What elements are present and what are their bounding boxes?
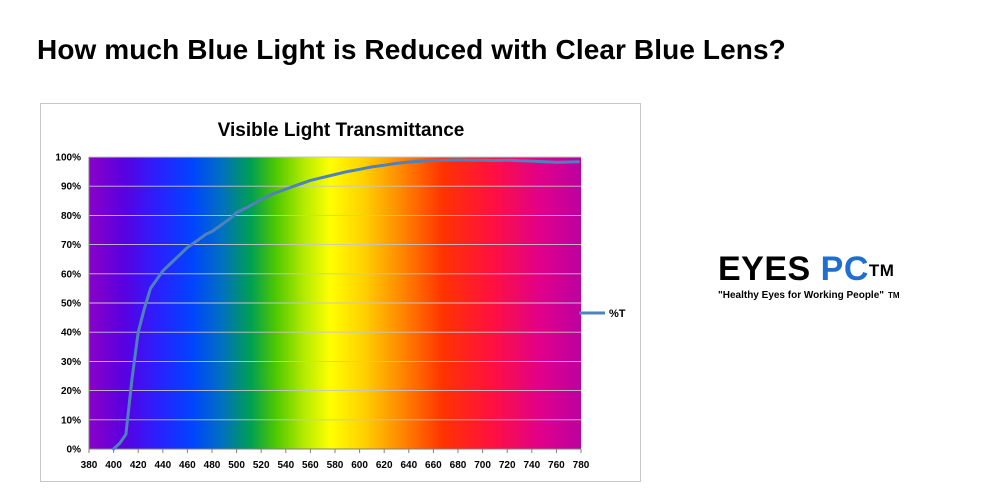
y-tick-label: 100% bbox=[55, 153, 81, 164]
x-tick-label: 400 bbox=[105, 460, 122, 471]
y-tick-label: 50% bbox=[61, 299, 81, 310]
logo-tagline-line: "Healthy Eyes for Working People" TM bbox=[718, 290, 938, 301]
y-tick-label: 60% bbox=[61, 269, 81, 280]
legend-label: %T bbox=[609, 308, 626, 320]
x-tick-label: 680 bbox=[450, 460, 467, 471]
x-tick-label: 580 bbox=[327, 460, 344, 471]
y-tick-label: 10% bbox=[61, 415, 81, 426]
x-tick-label: 780 bbox=[573, 460, 590, 471]
legend: %T bbox=[579, 308, 626, 320]
x-tick-label: 740 bbox=[523, 460, 540, 471]
x-tick-label: 600 bbox=[351, 460, 368, 471]
x-tick-labels: 380 400 420 440 460 480 500 520 540 560 580 600 620 6… bbox=[81, 460, 590, 471]
gridlines bbox=[89, 156, 581, 421]
x-tick-label: 640 bbox=[400, 460, 417, 471]
page-headline: How much Blue Light is Reduced with Clea… bbox=[37, 34, 786, 65]
x-tick-label: 560 bbox=[302, 460, 319, 471]
series-lines bbox=[112, 158, 580, 451]
logo-trademark: TM bbox=[868, 261, 895, 280]
chart-frame: Visible Light Transmittance 0% 10% 20% 30% 4… bbox=[40, 103, 641, 482]
x-tick-label: 380 bbox=[81, 460, 98, 471]
series-line-percent-t bbox=[112, 158, 580, 451]
transmittance-chart: Visible Light Transmittance 0% 10% 20% 30% 4… bbox=[55, 120, 626, 471]
logo-tagline-trademark: TM bbox=[888, 291, 900, 300]
y-tick-label: 40% bbox=[61, 328, 81, 339]
y-tick-label: 20% bbox=[61, 386, 81, 397]
axes bbox=[88, 157, 582, 453]
logo-tagline: "Healthy Eyes for Working People" bbox=[718, 290, 885, 301]
x-tick-label: 480 bbox=[204, 460, 221, 471]
x-tick-label: 540 bbox=[277, 460, 294, 471]
y-tick-label: 90% bbox=[61, 182, 81, 193]
x-tick-label: 660 bbox=[425, 460, 442, 471]
x-tick-label: 460 bbox=[179, 460, 196, 471]
logo-word-eyes: EYES bbox=[718, 250, 811, 288]
chart-title: Visible Light Transmittance bbox=[218, 120, 465, 141]
y-tick-labels: 0% 10% 20% 30% 40% 50% 60% 70% 80% 90% 100% bbox=[55, 153, 81, 456]
y-tick-label: 0% bbox=[67, 445, 82, 456]
x-tick-label: 620 bbox=[376, 460, 393, 471]
x-tick-label: 500 bbox=[228, 460, 245, 471]
y-tick-label: 70% bbox=[61, 240, 81, 251]
x-tick-label: 520 bbox=[253, 460, 270, 471]
eyes-pc-logo: EYES PCTM "Healthy Eyes for Working Peop… bbox=[718, 250, 938, 301]
x-tick-label: 420 bbox=[130, 460, 147, 471]
y-tick-label: 30% bbox=[61, 357, 81, 368]
logo-word-pc: PC bbox=[820, 250, 869, 288]
x-tick-label: 720 bbox=[499, 460, 516, 471]
x-tick-label: 760 bbox=[548, 460, 565, 471]
y-tick-label: 80% bbox=[61, 211, 81, 222]
logo-wordmark: EYES PCTM bbox=[718, 250, 938, 288]
x-tick-label: 440 bbox=[154, 460, 171, 471]
x-tick-label: 700 bbox=[474, 460, 491, 471]
